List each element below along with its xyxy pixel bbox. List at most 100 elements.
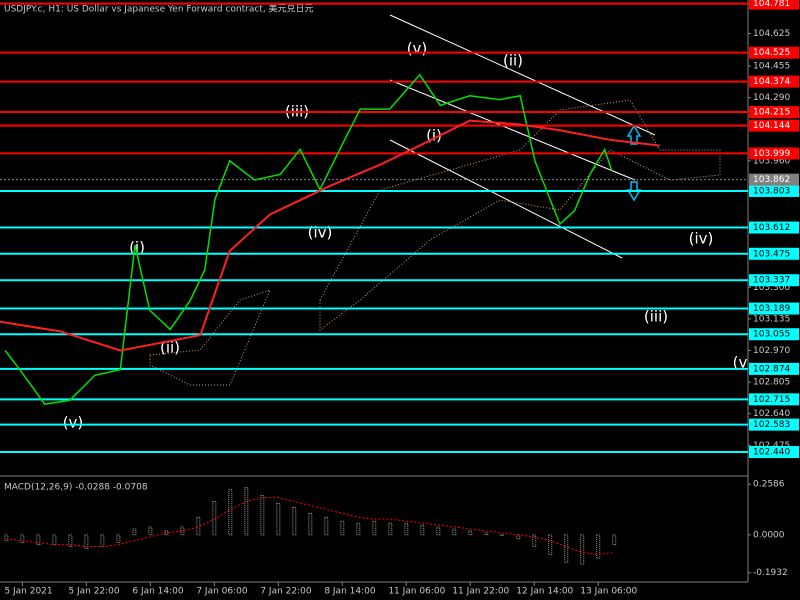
level-box [749, 75, 799, 88]
cloud [319, 99, 721, 331]
macd-bar [516, 534, 521, 540]
macd-bar [372, 520, 377, 536]
level-box [749, 184, 799, 197]
wave-label: (iv) [308, 224, 333, 242]
x-tick-label: 8 Jan 14:00 [324, 587, 376, 597]
macd-bar [548, 534, 553, 555]
y-tick-label: 102.970 [753, 346, 790, 356]
level-box [749, 393, 799, 406]
macd-bar [404, 522, 409, 536]
level-label: 103.055 [753, 330, 790, 340]
level-label: 104.374 [753, 77, 790, 87]
level-box [749, 106, 799, 119]
macd-bar [148, 526, 153, 536]
y-tick-label: 0.2586 [753, 480, 785, 490]
channel-line [389, 14, 656, 136]
level-label: 104.525 [753, 48, 790, 58]
macd-bar [36, 534, 41, 546]
level-box [749, 328, 799, 341]
y-tick-label: 104.625 [753, 29, 790, 39]
macd-bar [452, 528, 457, 536]
y-tick-label: 104.290 [753, 93, 790, 103]
wave-label: (v [733, 354, 748, 372]
y-tick-label: 103.135 [753, 314, 790, 324]
y-tick-label: 102.475 [753, 441, 790, 451]
level-box [749, 147, 799, 160]
macd-bar [132, 528, 137, 536]
macd-bar [532, 534, 537, 548]
x-tick-label: 13 Jan 06:00 [580, 587, 637, 597]
macd-bar [260, 495, 265, 536]
wave-label: (v) [63, 414, 84, 432]
level-box [749, 221, 799, 234]
level-box [749, 119, 799, 132]
wave-label: (v) [407, 40, 428, 58]
up-arrow [626, 124, 642, 145]
level-label: 104.144 [753, 121, 790, 131]
macd-bar [612, 534, 617, 546]
x-tick-label: 5 Jan 2021 [4, 587, 52, 597]
level-box [749, 247, 799, 260]
x-tick-label: 5 Jan 22:00 [68, 587, 120, 597]
macd-bar [244, 487, 249, 536]
x-tick-label: 7 Jan 22:00 [260, 587, 312, 597]
level-label: 104.215 [753, 108, 790, 118]
macd-bar [420, 524, 425, 536]
y-tick-label: 103.960 [753, 156, 790, 166]
level-label: 103.612 [753, 223, 790, 233]
level-label: 103.999 [753, 149, 790, 159]
wave-label: (iii) [644, 308, 668, 326]
level-box [749, 446, 799, 459]
macd-bar [276, 503, 281, 536]
level-box [749, 46, 799, 59]
x-tick-label: 6 Jan 14:00 [132, 587, 184, 597]
macd-bar [308, 512, 313, 536]
level-label: 103.337 [753, 276, 790, 286]
y-tick-label: 102.805 [753, 378, 790, 388]
level-label: 102.440 [753, 448, 790, 458]
level-box [749, 362, 799, 375]
macd-bar [4, 534, 9, 542]
level-label: 102.583 [753, 420, 790, 430]
chart-title: USDJPY.c, H1: US Dollar vs Japanese Yen … [4, 3, 314, 15]
y-tick-label: 103.300 [753, 283, 790, 293]
current-price-box [749, 173, 799, 186]
price-line [4, 73, 613, 405]
level-label: 103.803 [753, 186, 790, 196]
macd-bar [468, 530, 473, 536]
y-tick-label: 102.640 [753, 409, 790, 419]
price-line [0, 119, 660, 352]
macd-signal [6, 497, 615, 555]
cloud [149, 289, 271, 386]
macd-bar [180, 526, 185, 536]
macd-bar [116, 534, 121, 544]
macd-bar [500, 534, 505, 536]
level-label: 103.189 [753, 304, 790, 314]
wave-label: (ii) [503, 52, 523, 70]
macd-bar [436, 526, 441, 536]
channel-line [389, 79, 636, 181]
macd-bar [564, 534, 569, 563]
level-label: 102.715 [753, 395, 790, 405]
down-arrow [626, 181, 642, 202]
macd-bar [196, 516, 201, 536]
level-box [749, 274, 799, 287]
level-box [749, 418, 799, 431]
wave-label: (iv) [689, 230, 714, 248]
level-box [749, 302, 799, 315]
x-tick-label: 11 Jan 22:00 [452, 587, 509, 597]
macd-bar [596, 534, 601, 559]
macd-bar [84, 534, 89, 549]
level-label: 104.781 [753, 0, 790, 9]
x-tick-label: 12 Jan 14:00 [516, 587, 573, 597]
level-label: 102.874 [753, 364, 790, 374]
channel-line [389, 139, 623, 259]
macd-bar [484, 532, 489, 536]
macd-bar [292, 507, 297, 536]
level-label: 103.475 [753, 249, 790, 259]
macd-bar [356, 522, 361, 536]
current-price-label: 103.862 [753, 175, 790, 185]
macd-bar [164, 530, 169, 536]
